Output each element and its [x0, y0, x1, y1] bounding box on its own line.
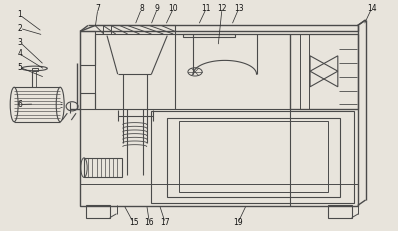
Bar [31, 68, 37, 71]
Ellipse shape [66, 102, 78, 111]
Text: 1: 1 [18, 10, 22, 19]
Bar [84, 158, 122, 177]
Bar [151, 111, 354, 203]
Text: 9: 9 [155, 4, 160, 13]
Text: 16: 16 [144, 219, 154, 228]
Bar [80, 31, 358, 206]
Text: 11: 11 [201, 4, 211, 13]
Bar [183, 34, 235, 37]
Text: 5: 5 [17, 63, 22, 72]
Text: 15: 15 [129, 219, 139, 228]
Text: 13: 13 [234, 4, 244, 13]
Bar [86, 205, 110, 218]
Text: 7: 7 [96, 4, 100, 13]
Text: 19: 19 [233, 219, 243, 228]
Text: 14: 14 [367, 4, 377, 13]
Text: 3: 3 [17, 37, 22, 46]
Bar [179, 121, 328, 192]
Text: 6: 6 [17, 100, 22, 109]
Bar [167, 118, 340, 197]
Text: 12: 12 [217, 4, 227, 13]
Bar [328, 205, 352, 218]
Text: 4: 4 [17, 49, 22, 58]
Bar [290, 34, 358, 109]
Text: 10: 10 [168, 4, 178, 13]
Text: 17: 17 [160, 219, 170, 228]
Text: 2: 2 [18, 24, 22, 33]
Text: 8: 8 [139, 4, 144, 13]
Bar [80, 31, 95, 65]
